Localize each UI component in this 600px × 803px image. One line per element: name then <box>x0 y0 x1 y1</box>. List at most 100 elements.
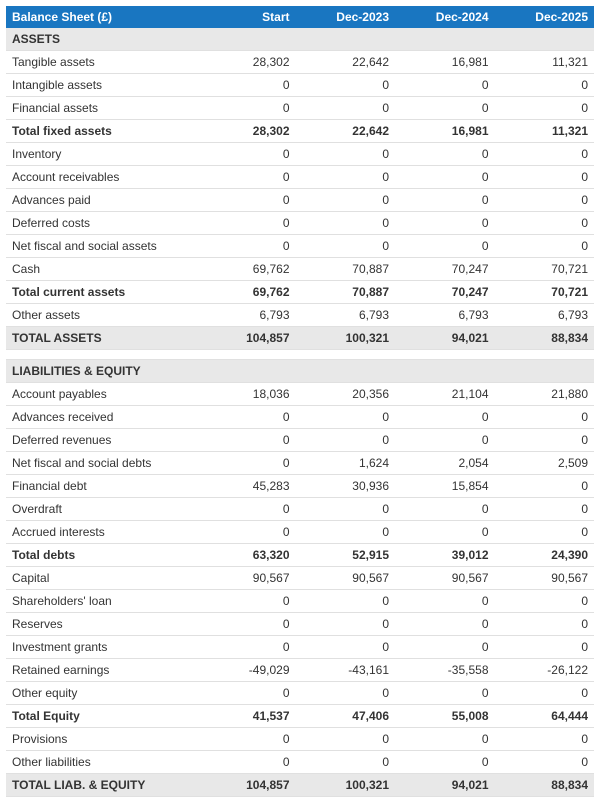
row-value: 0 <box>495 682 595 705</box>
header-title: Balance Sheet (£) <box>6 6 196 28</box>
row-label: Retained earnings <box>6 659 196 682</box>
table-row <box>6 350 594 360</box>
row-value: 0 <box>395 235 495 258</box>
row-value: 90,567 <box>395 567 495 590</box>
row-label: Tangible assets <box>6 51 196 74</box>
row-label: Advances received <box>6 406 196 429</box>
table-row: Shareholders' loan0000 <box>6 590 594 613</box>
row-value: 0 <box>196 636 296 659</box>
row-value: 0 <box>395 751 495 774</box>
row-value: 90,567 <box>495 567 595 590</box>
row-label: Accrued interests <box>6 521 196 544</box>
row-value: 0 <box>196 429 296 452</box>
table-header: Balance Sheet (£) Start Dec-2023 Dec-202… <box>6 6 594 28</box>
row-value: 0 <box>296 143 396 166</box>
row-label: Other liabilities <box>6 751 196 774</box>
row-value: 2,054 <box>395 452 495 475</box>
row-label: Total debts <box>6 544 196 567</box>
row-value: 90,567 <box>296 567 396 590</box>
row-value: 0 <box>395 143 495 166</box>
balance-sheet-table: Balance Sheet (£) Start Dec-2023 Dec-202… <box>6 6 594 797</box>
row-value: 0 <box>395 429 495 452</box>
row-value: 22,642 <box>296 120 396 143</box>
row-value: 0 <box>395 97 495 120</box>
row-value: 6,793 <box>196 304 296 327</box>
row-value: 0 <box>395 406 495 429</box>
row-value: 15,854 <box>395 475 495 498</box>
row-value: 0 <box>395 728 495 751</box>
row-value: 0 <box>296 166 396 189</box>
row-value: 0 <box>495 166 595 189</box>
row-value: 0 <box>495 498 595 521</box>
table-row: Retained earnings-49,029-43,161-35,558-2… <box>6 659 594 682</box>
table-row: Inventory0000 <box>6 143 594 166</box>
row-label: Shareholders' loan <box>6 590 196 613</box>
row-label: Financial debt <box>6 475 196 498</box>
row-label: Total fixed assets <box>6 120 196 143</box>
row-label: TOTAL ASSETS <box>6 327 196 350</box>
row-value: 100,321 <box>296 327 396 350</box>
row-value: 0 <box>395 166 495 189</box>
row-value: 69,762 <box>196 281 296 304</box>
row-value: 41,537 <box>196 705 296 728</box>
row-value: 0 <box>296 521 396 544</box>
row-value: 90,567 <box>196 567 296 590</box>
row-value: 0 <box>296 406 396 429</box>
row-value: 0 <box>395 636 495 659</box>
row-value: 0 <box>296 429 396 452</box>
row-value: 0 <box>495 429 595 452</box>
row-value: 69,762 <box>196 258 296 281</box>
row-value: 70,247 <box>395 281 495 304</box>
row-label: Deferred costs <box>6 212 196 235</box>
row-label: LIABILITIES & EQUITY <box>6 360 594 383</box>
row-value: 0 <box>196 613 296 636</box>
table-row: Net fiscal and social debts01,6242,0542,… <box>6 452 594 475</box>
row-label: Provisions <box>6 728 196 751</box>
row-value: 52,915 <box>296 544 396 567</box>
row-value: 0 <box>495 212 595 235</box>
table-row: Reserves0000 <box>6 613 594 636</box>
row-value: 0 <box>196 498 296 521</box>
row-value: 100,321 <box>296 774 396 797</box>
row-value: 0 <box>196 235 296 258</box>
row-value: 39,012 <box>395 544 495 567</box>
table-row: Total fixed assets28,30222,64216,98111,3… <box>6 120 594 143</box>
row-value: 6,793 <box>395 304 495 327</box>
row-value: 45,283 <box>196 475 296 498</box>
table-row: Advances paid0000 <box>6 189 594 212</box>
row-value: 0 <box>495 143 595 166</box>
row-value: 0 <box>395 74 495 97</box>
row-value: 0 <box>296 235 396 258</box>
row-label: Other assets <box>6 304 196 327</box>
row-label: Advances paid <box>6 189 196 212</box>
row-value: 0 <box>495 475 595 498</box>
row-value: -49,029 <box>196 659 296 682</box>
table-row: Intangible assets0000 <box>6 74 594 97</box>
row-label: ASSETS <box>6 28 594 51</box>
row-value: 0 <box>495 406 595 429</box>
row-value: 0 <box>196 406 296 429</box>
row-value: -26,122 <box>495 659 595 682</box>
header-col: Dec-2025 <box>495 6 595 28</box>
table-row: Capital90,56790,56790,56790,567 <box>6 567 594 590</box>
table-body: ASSETSTangible assets28,30222,64216,9811… <box>6 28 594 797</box>
row-value: 21,880 <box>495 383 595 406</box>
table-row: TOTAL ASSETS104,857100,32194,02188,834 <box>6 327 594 350</box>
table-row: Deferred revenues0000 <box>6 429 594 452</box>
row-label: Investment grants <box>6 636 196 659</box>
row-label: Account receivables <box>6 166 196 189</box>
row-value: 0 <box>495 521 595 544</box>
table-row: Other equity0000 <box>6 682 594 705</box>
row-value: -35,558 <box>395 659 495 682</box>
row-value: 6,793 <box>296 304 396 327</box>
row-value: 2,509 <box>495 452 595 475</box>
row-value: 0 <box>495 613 595 636</box>
row-value: 21,104 <box>395 383 495 406</box>
row-value: 0 <box>296 751 396 774</box>
row-value: 0 <box>495 74 595 97</box>
row-value: 0 <box>196 682 296 705</box>
row-value: 0 <box>395 212 495 235</box>
row-value: 0 <box>495 728 595 751</box>
row-value: 11,321 <box>495 51 595 74</box>
table-row: Deferred costs0000 <box>6 212 594 235</box>
